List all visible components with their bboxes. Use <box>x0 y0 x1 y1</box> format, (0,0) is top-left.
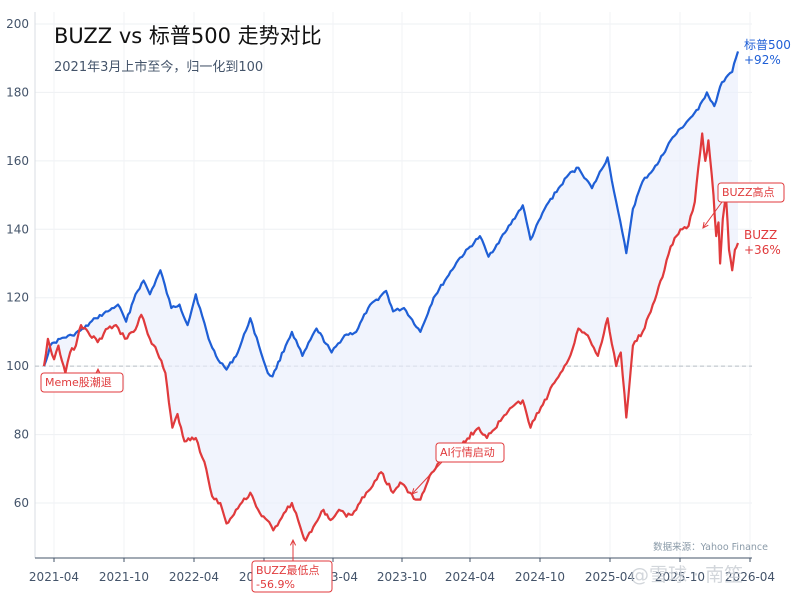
x-tick-label: 2022-04 <box>169 570 219 584</box>
annotation-arrowhead <box>702 222 709 229</box>
y-tick-label: 100 <box>6 359 29 373</box>
x-tick-label: 2024-10 <box>515 570 565 584</box>
series-line-sp500 <box>42 51 740 378</box>
end-label-buzz: BUZZ <box>744 228 777 242</box>
annotation-arrowhead <box>411 488 418 495</box>
y-tick-label: 160 <box>6 154 29 168</box>
x-tick-label: 2025-10 <box>655 570 705 584</box>
y-tick-label: 80 <box>14 428 29 442</box>
watermark: @雪球 · 南笙 <box>630 564 744 586</box>
annotation-text: -56.9% <box>256 578 295 591</box>
end-label-sp500: +92% <box>744 53 781 67</box>
y-tick-label: 120 <box>6 291 29 305</box>
annotation-arrow <box>702 201 723 229</box>
x-tick-label: 2021-04 <box>29 570 79 584</box>
annotation-box <box>717 182 785 203</box>
x-tick-label: 2021-10 <box>99 570 149 584</box>
series-line-buzz <box>42 132 740 542</box>
y-tick-label: 180 <box>6 85 29 99</box>
annotation-text: BUZZ高点 <box>722 185 774 199</box>
annotation-box <box>40 372 124 393</box>
spread-fill-area <box>44 51 738 541</box>
x-tick-label: 2026-04 <box>725 570 775 584</box>
annotation-box <box>435 442 505 463</box>
x-tick-label: 2023-10 <box>377 570 427 584</box>
annotation-text: AI行情启动 <box>440 446 495 459</box>
annotation-arrowhead <box>289 538 297 546</box>
x-tick-label: 2025-04 <box>585 570 635 584</box>
y-tick-label: 140 <box>6 222 29 236</box>
annotation-text: Meme股潮退 <box>45 375 112 389</box>
end-label-sp500: 标普500 <box>744 38 791 52</box>
chart-title: BUZZ vs 标普500 走势对比 <box>54 24 322 48</box>
annotation-arrow <box>411 461 443 495</box>
annotation-text: BUZZ最低点 <box>256 564 319 577</box>
source-note: 数据来源：Yahoo Finance <box>653 542 768 553</box>
annotation-box <box>251 560 333 593</box>
chart-subtitle: 2021年3月上市至今，归一化到100 <box>54 60 264 75</box>
x-tick-label: 2024-04 <box>445 570 495 584</box>
y-tick-label: 60 <box>14 496 29 510</box>
y-tick-label: 200 <box>6 17 29 31</box>
end-label-buzz: +36% <box>744 243 781 257</box>
